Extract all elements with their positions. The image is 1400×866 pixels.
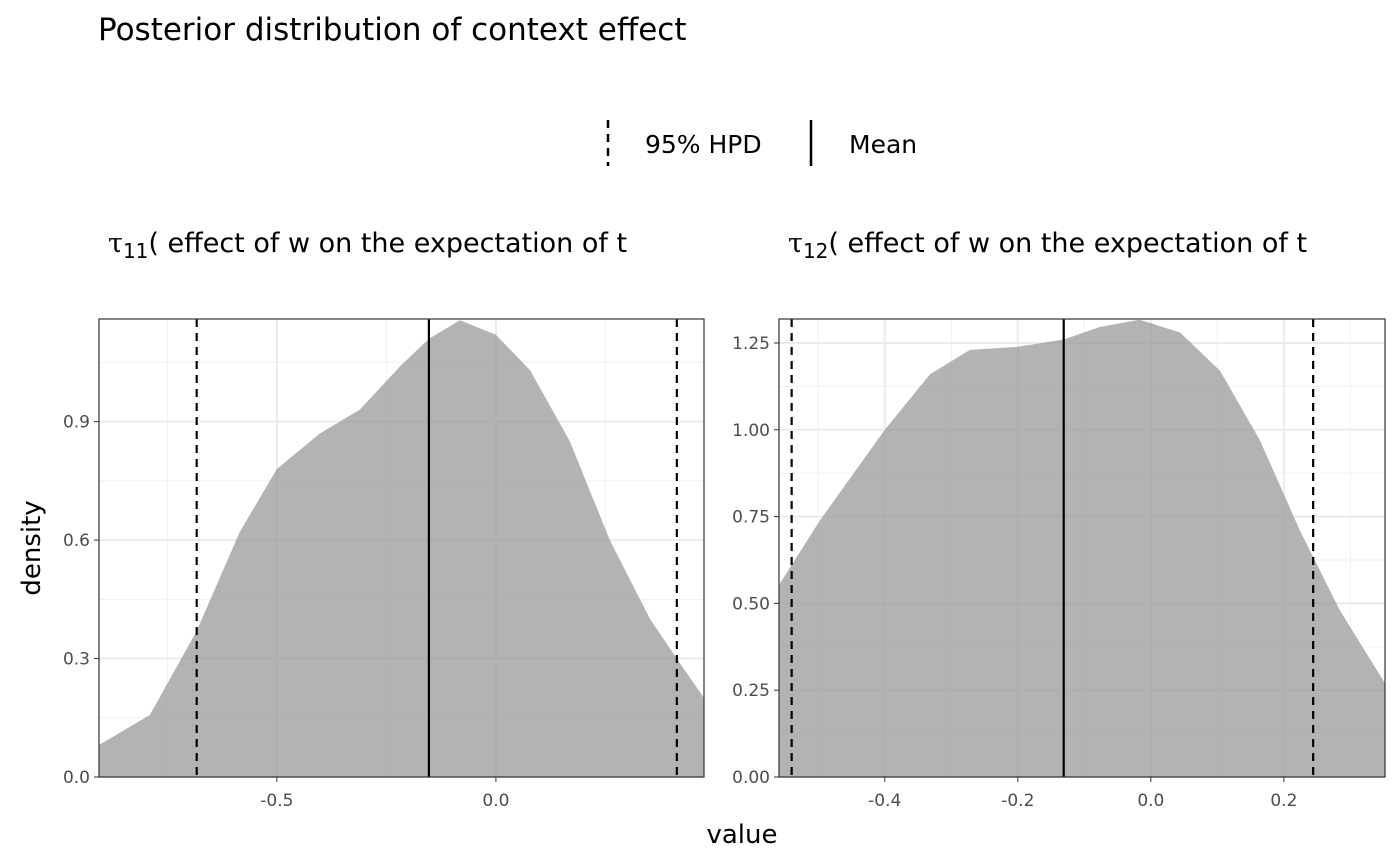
y-tick-label: 0.50 [732, 594, 770, 614]
y-tick-label: 0.25 [732, 681, 770, 701]
legend-hpd-label: 95% HPD [645, 130, 762, 159]
panel-border [98, 318, 705, 778]
density-area [779, 319, 1385, 777]
panel-2: τ12( effect of w on the expectation of t… [732, 228, 1386, 811]
x-tick-label: 0.2 [1270, 791, 1297, 811]
plot-area [778, 318, 1386, 778]
plot-area [98, 318, 705, 778]
panel-1: τ11( effect of w on the expectation of t… [63, 228, 705, 811]
density-area [99, 320, 704, 777]
legend: 95% HPD Mean [606, 120, 917, 166]
y-tick-label: 1.25 [732, 334, 770, 354]
y-tick-label: 0.0 [63, 768, 90, 788]
x-tick-label: 0.0 [482, 791, 509, 811]
x-tick-label: -0.4 [868, 791, 901, 811]
y-axis-label: density [17, 500, 47, 595]
x-tick-label: -0.2 [1001, 791, 1034, 811]
y-tick-label: 0.9 [63, 413, 90, 433]
facet-strip-label: τ11( effect of w on the expectation of t [108, 228, 627, 263]
legend-mean-label: Mean [849, 130, 917, 159]
chart-title: Posterior distribution of context effect [98, 12, 687, 48]
panel-border [778, 318, 1386, 778]
y-tick-label: 0.6 [63, 531, 90, 551]
x-tick-label: -0.5 [260, 791, 293, 811]
x-tick-label: 0.0 [1137, 791, 1164, 811]
y-tick-label: 1.00 [732, 421, 770, 441]
y-tick-label: 0.3 [63, 650, 90, 670]
facet-strip-label: τ12( effect of w on the expectation of t [788, 228, 1307, 263]
y-tick-label: 0.75 [732, 508, 770, 528]
x-axis-label: value [706, 820, 777, 850]
y-tick-label: 0.00 [732, 768, 770, 788]
